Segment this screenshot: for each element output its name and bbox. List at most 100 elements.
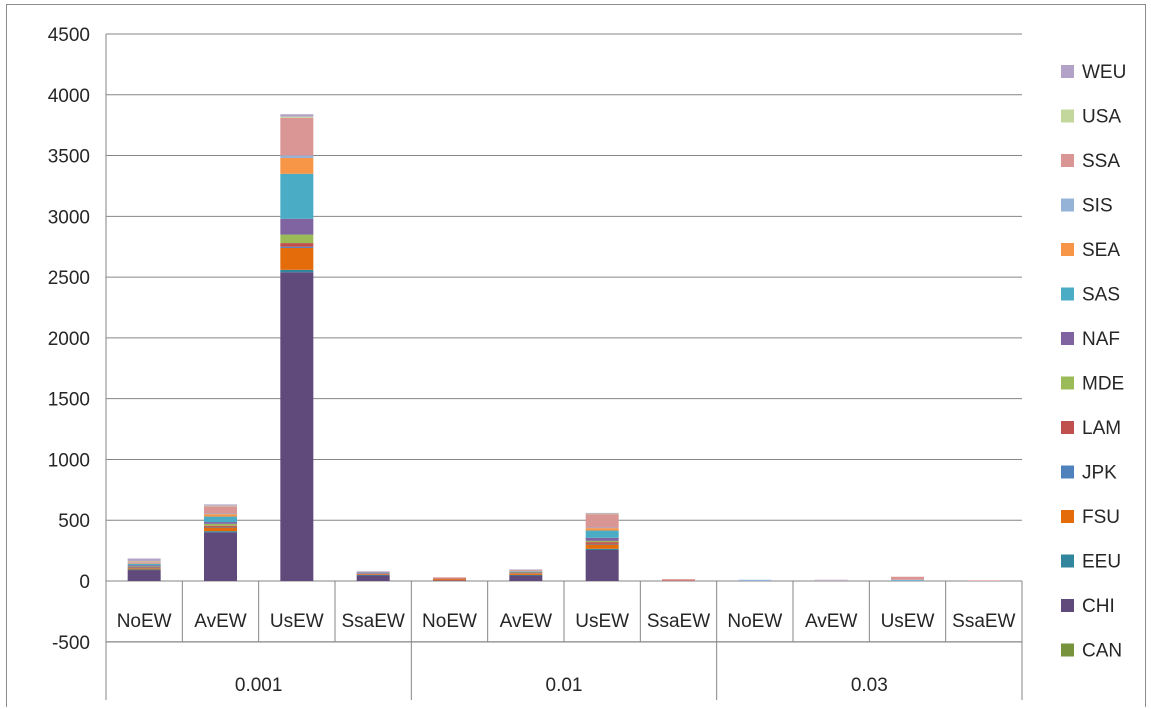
legend-label-chi: CHI <box>1082 596 1115 617</box>
legend-swatch-sea <box>1061 243 1074 256</box>
bar-segment-sis <box>814 580 848 581</box>
bar-segment-fsu <box>280 247 314 270</box>
legend-swatch-eeu <box>1061 554 1074 568</box>
bar-segment-sas <box>509 571 543 572</box>
bar-segment-usa <box>204 505 237 507</box>
x-group-label: 0.01 <box>546 675 583 696</box>
bar-segment-sis <box>280 155 314 158</box>
bar-segment-eeu <box>585 548 619 551</box>
x-category-label: NoEW <box>117 611 172 632</box>
bar-segment-ssa <box>509 570 543 572</box>
bar-segment-sas <box>891 580 924 581</box>
gridlines <box>106 33 1022 643</box>
bar-segment-mde <box>204 523 237 526</box>
legend-swatch-lam <box>1061 421 1074 434</box>
bar-segment-chi <box>356 575 390 581</box>
x-category-label: UsEW <box>575 611 629 632</box>
legend-swatch-sas <box>1061 287 1074 301</box>
bar-segment-jpk <box>127 567 161 569</box>
bar-segment-ssa <box>204 506 237 514</box>
bar-segment-ssa <box>356 571 390 573</box>
bar-segment-jpk <box>204 526 237 528</box>
bar-segment-eeu <box>356 574 390 576</box>
legend-label-sis: SIS <box>1082 196 1113 217</box>
bar-segment-mde <box>280 234 314 244</box>
bar-segment-sis <box>585 527 619 529</box>
bar-segment-lam <box>433 578 466 580</box>
bar-segment-ssa <box>967 580 1001 581</box>
legend-swatch-weu <box>1061 65 1074 78</box>
bar-segment-sas <box>127 563 161 566</box>
legend-label-fsu: FSU <box>1082 507 1120 528</box>
bar-segment-lam <box>509 573 543 574</box>
bar-segment-lam <box>585 542 619 544</box>
x-group-label: 0.001 <box>235 675 283 696</box>
bar-segment-sis <box>127 562 161 564</box>
bar-segment-ssa <box>127 561 161 563</box>
legend-swatch-can <box>1061 643 1074 657</box>
bar-segment-chi <box>204 532 237 581</box>
legend-label-usa: USA <box>1082 107 1121 128</box>
bar-segment-chi <box>585 550 619 581</box>
legend-label-jpk: JPK <box>1082 463 1117 484</box>
bar-segment-naf <box>280 218 314 235</box>
x-category-label: AvEW <box>194 611 247 632</box>
bar-segment-ssa <box>585 514 619 528</box>
legend: WEU USA SSA SIS SEA SAS NAF MDE LAM JPK FSU EEU CHI C… <box>1061 62 1126 662</box>
y-tick-label: 1500 <box>48 390 90 411</box>
bar-segment-eeu <box>280 269 314 273</box>
legend-swatch-jpk <box>1061 465 1074 479</box>
bar-segment-sis <box>891 579 924 581</box>
chart-frame <box>6 4 1146 707</box>
bar-segment-weu <box>356 571 390 572</box>
x-category-label: UsEW <box>270 611 324 632</box>
bar-segment-sis <box>204 513 237 515</box>
legend-swatch-naf <box>1061 332 1074 345</box>
legend-label-mde: MDE <box>1082 374 1124 395</box>
x-group-label: 0.03 <box>851 675 888 696</box>
bar-segment-naf <box>585 537 619 541</box>
x-category-label: AvEW <box>500 611 553 632</box>
bar-segment-naf <box>509 571 543 573</box>
bar-segment-lam <box>356 573 390 575</box>
bar-segment-ssa <box>280 117 314 156</box>
bar-segment-weu <box>204 504 237 506</box>
bar-segment-weu <box>127 558 161 561</box>
bar-segment-sea <box>585 528 619 531</box>
legend-label-can: CAN <box>1082 641 1122 662</box>
bar-segment-jpk <box>280 246 314 248</box>
bar-segment-fsu <box>127 568 161 570</box>
y-tick-label: 2000 <box>48 329 90 350</box>
bar-segment-fsu <box>356 574 390 575</box>
bar-segment-sas <box>356 572 390 574</box>
bar-segment-lam <box>127 567 161 568</box>
bar-segment-sea <box>280 157 314 174</box>
bar-segment-ssa <box>891 576 924 580</box>
bar-segment-chi <box>509 575 543 581</box>
bars <box>127 114 1001 581</box>
bar-segment-weu <box>585 512 619 514</box>
bar-segment-weu <box>509 569 543 571</box>
bar-segment-jpk <box>585 543 619 545</box>
legend-label-lam: LAM <box>1082 418 1121 439</box>
legend-swatch-usa <box>1061 109 1074 123</box>
x-category-label: NoEW <box>727 611 782 632</box>
legend-swatch-chi <box>1061 599 1074 612</box>
bar-segment-weu <box>280 114 314 117</box>
y-tick-label: 4000 <box>48 86 90 107</box>
bar-segment-eeu <box>509 574 543 576</box>
bar-segment-sea <box>204 514 237 517</box>
bar-segment-mde <box>585 540 619 543</box>
bar-segment-ssa <box>662 579 695 581</box>
bar-segment-chi <box>433 580 466 581</box>
legend-swatch-fsu <box>1061 510 1074 523</box>
x-axis: NoEW AvEW UsEW SsaEW NoEW AvEW UsEW SsaEW NoEW Av… <box>105 34 1023 700</box>
legend-label-sea: SEA <box>1082 240 1120 261</box>
bar-segment-chi <box>280 272 314 581</box>
bar-segment-usa <box>585 513 619 515</box>
bar-segment-eeu <box>127 569 161 571</box>
x-category-label: SsaEW <box>647 611 710 632</box>
bar-segment-naf <box>127 565 161 567</box>
bar-segment-chi <box>127 570 161 581</box>
bar-segment-eeu <box>204 531 237 533</box>
